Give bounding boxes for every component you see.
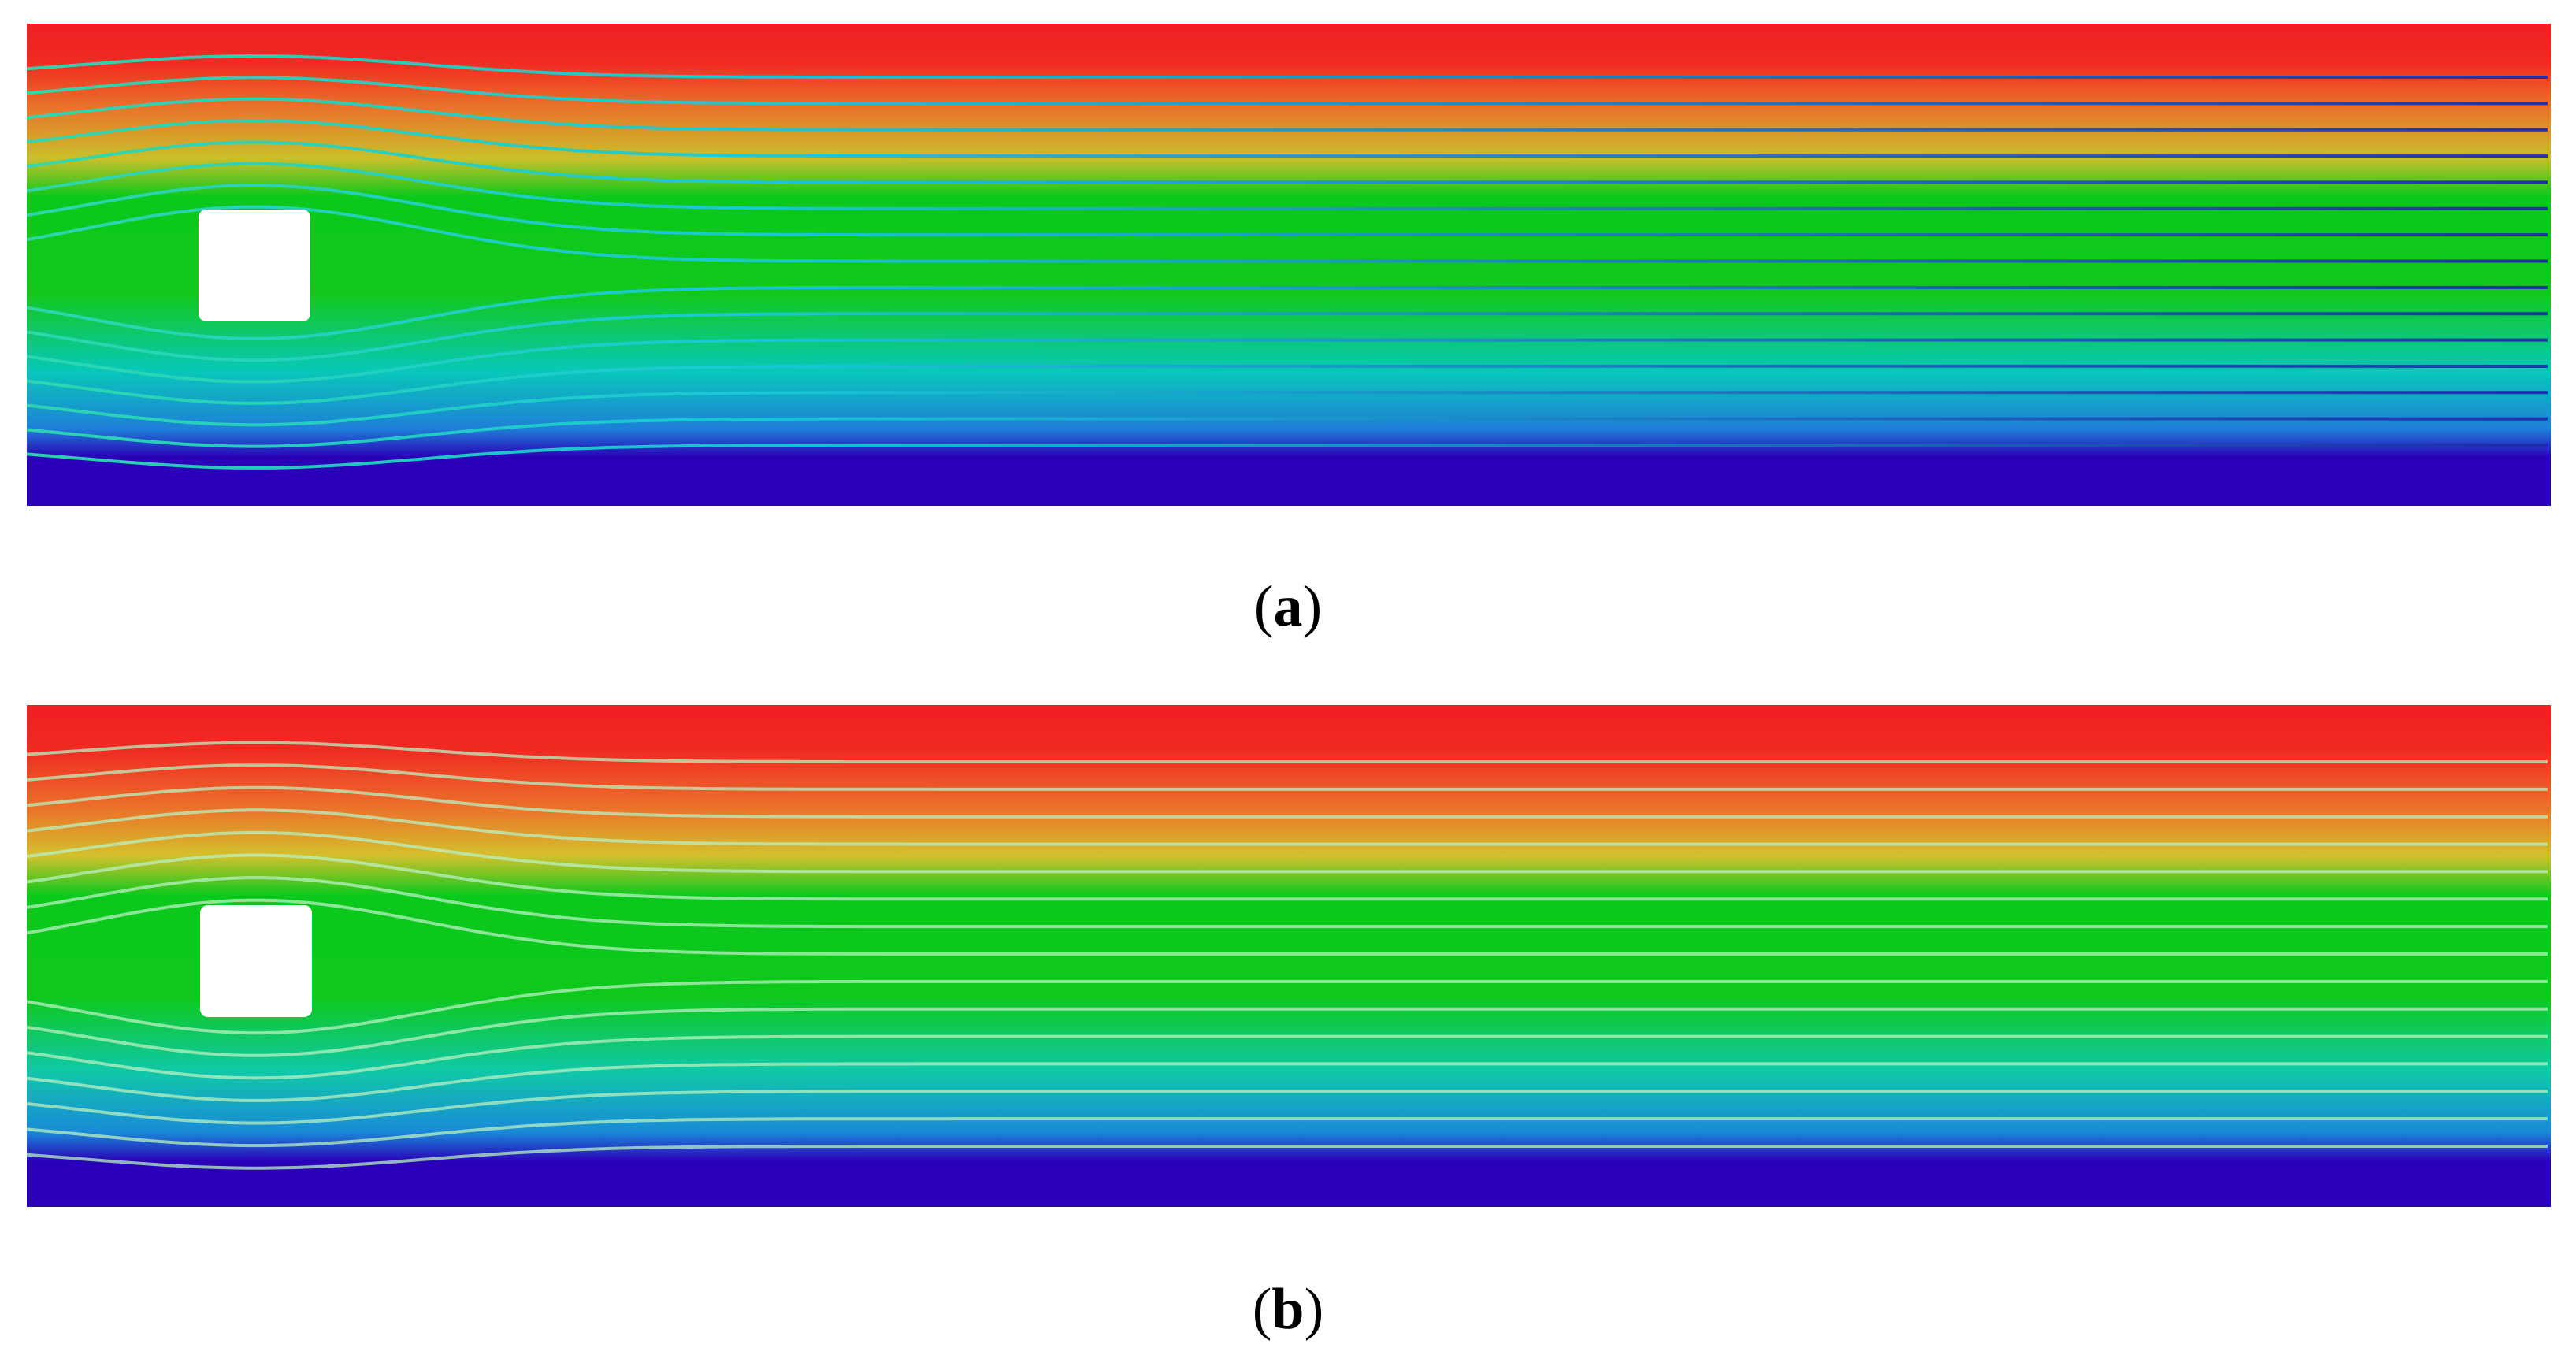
streamline [27, 391, 2548, 427]
flow-background-b [27, 705, 2551, 1207]
caption-b-open-paren: ( [1252, 1277, 1272, 1342]
flow-background-a [27, 24, 2551, 506]
streamlines-b [27, 741, 2548, 1170]
streamline [27, 741, 2548, 763]
streamline [27, 184, 2548, 237]
streamline [27, 1007, 2548, 1057]
streamline [27, 808, 2548, 846]
streamline [27, 76, 2548, 106]
streamline [27, 1145, 2548, 1170]
caption-b-label: b [1271, 1277, 1305, 1342]
streamline [27, 898, 2548, 956]
caption-a-open-paren: ( [1253, 574, 1274, 639]
caption-a-label: a [1273, 574, 1303, 639]
streamline [27, 417, 2548, 448]
streamline [27, 1090, 2548, 1125]
streamline [27, 140, 2548, 184]
flow-field-image-a [27, 24, 2551, 506]
streamline [27, 338, 2548, 384]
streamline [27, 1117, 2548, 1148]
flow-field-image-b [27, 705, 2551, 1207]
streamline [27, 97, 2548, 132]
caption-b-close-paren: ) [1304, 1277, 1324, 1342]
streamline [27, 876, 2548, 929]
flow-field-panel-a [27, 24, 2551, 506]
caption-a: (a) [0, 574, 2576, 640]
streamline [27, 853, 2548, 901]
streamline [27, 444, 2548, 470]
streamline [27, 763, 2548, 791]
streamline [27, 979, 2548, 1035]
caption-b: (b) [0, 1276, 2576, 1343]
obstacle-square-a [199, 210, 310, 321]
streamlines-a [27, 54, 2548, 470]
streamline [27, 312, 2548, 362]
flow-field-panel-b [27, 705, 2551, 1207]
streamline [27, 54, 2548, 79]
streamline [27, 785, 2548, 819]
streamline [27, 830, 2548, 874]
streamline [27, 364, 2548, 405]
caption-a-close-paren: ) [1302, 574, 1323, 639]
streamline [27, 119, 2548, 158]
obstacle-square-b [200, 905, 312, 1017]
streamline [27, 162, 2548, 210]
streamline [27, 205, 2548, 263]
streamline [27, 1062, 2548, 1102]
streamline [27, 1034, 2548, 1080]
streamline [27, 285, 2548, 340]
